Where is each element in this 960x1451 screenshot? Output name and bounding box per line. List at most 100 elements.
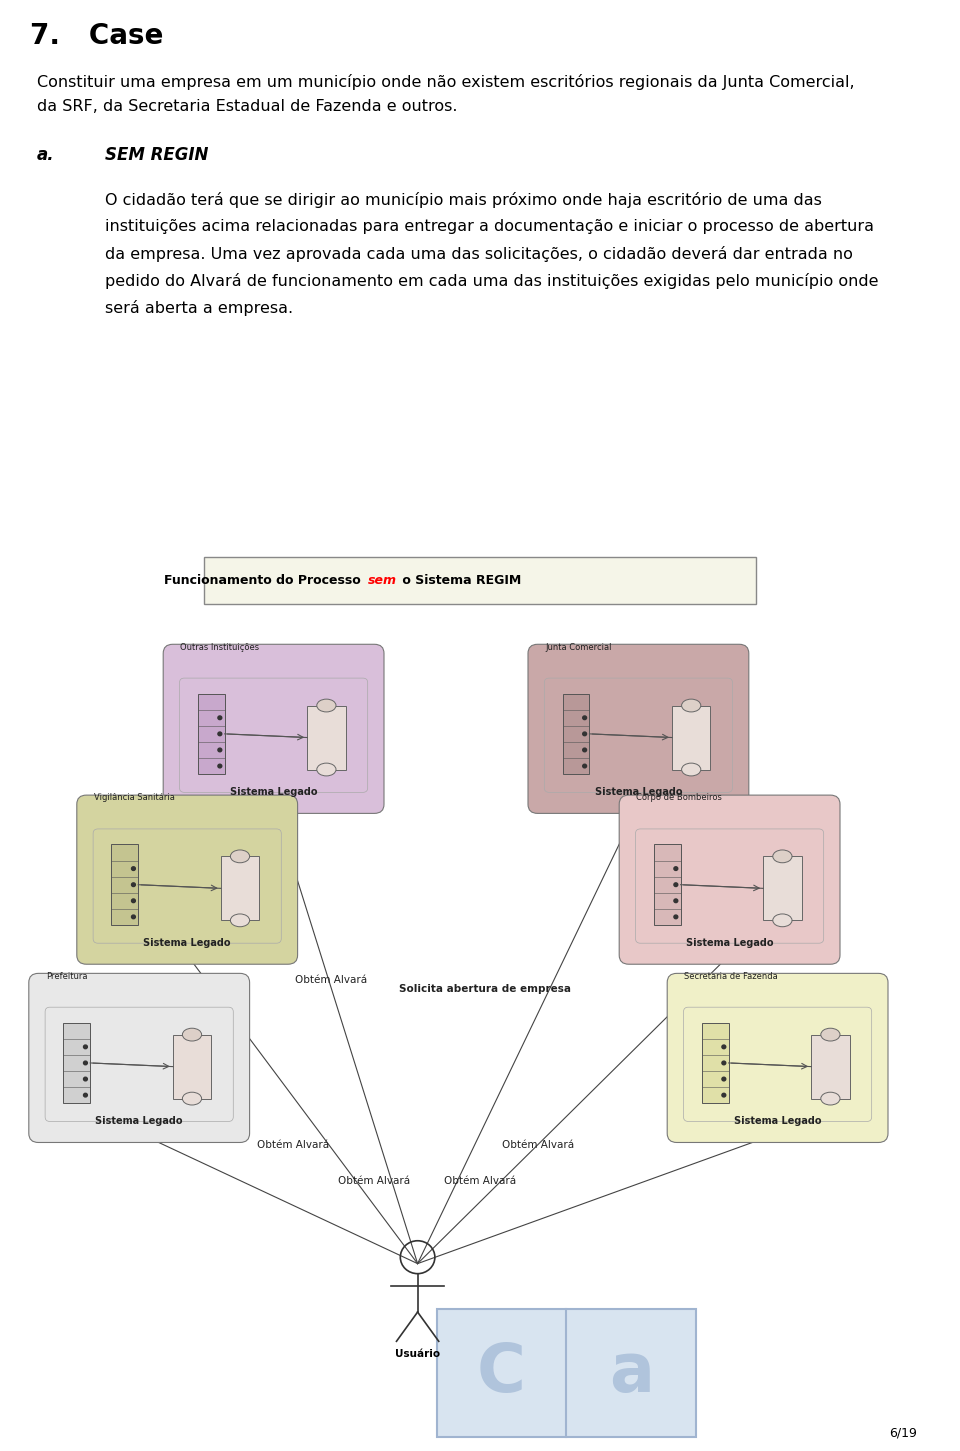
Circle shape bbox=[722, 1093, 726, 1097]
Circle shape bbox=[132, 866, 135, 871]
FancyBboxPatch shape bbox=[221, 856, 259, 920]
Circle shape bbox=[218, 765, 222, 768]
Text: Sistema Legado: Sistema Legado bbox=[143, 937, 231, 948]
Ellipse shape bbox=[182, 1029, 202, 1040]
Circle shape bbox=[218, 733, 222, 736]
FancyBboxPatch shape bbox=[29, 974, 250, 1142]
Circle shape bbox=[583, 733, 587, 736]
FancyBboxPatch shape bbox=[63, 1023, 90, 1103]
Ellipse shape bbox=[230, 914, 250, 927]
FancyBboxPatch shape bbox=[198, 694, 225, 773]
Text: Sistema Legado: Sistema Legado bbox=[229, 786, 318, 797]
Text: Obtém Alvará: Obtém Alvará bbox=[338, 1177, 411, 1187]
Text: Usuário: Usuário bbox=[395, 1348, 441, 1358]
Text: Obtém Alvará: Obtém Alvará bbox=[295, 975, 368, 985]
FancyBboxPatch shape bbox=[563, 694, 589, 773]
Ellipse shape bbox=[682, 763, 701, 776]
FancyBboxPatch shape bbox=[307, 705, 346, 769]
Text: Banco
Legado: Banco Legado bbox=[815, 1056, 846, 1077]
FancyBboxPatch shape bbox=[93, 829, 281, 943]
Text: a.: a. bbox=[37, 147, 55, 164]
Text: Banco
Legado: Banco Legado bbox=[311, 728, 342, 747]
Text: Secretaria de Fazenda: Secretaria de Fazenda bbox=[684, 972, 779, 981]
Text: Obtém Alvará: Obtém Alvará bbox=[256, 1140, 329, 1149]
FancyBboxPatch shape bbox=[619, 795, 840, 965]
Text: da SRF, da Secretaria Estadual de Fazenda e outros.: da SRF, da Secretaria Estadual de Fazend… bbox=[37, 99, 458, 113]
Text: O cidadão terá que se dirigir ao município mais próximo onde haja escritório de : O cidadão terá que se dirigir ao municíp… bbox=[105, 192, 822, 207]
Circle shape bbox=[84, 1077, 87, 1081]
Ellipse shape bbox=[317, 763, 336, 776]
FancyBboxPatch shape bbox=[636, 829, 824, 943]
Text: Sistema Legado: Sistema Legado bbox=[95, 1116, 183, 1126]
FancyBboxPatch shape bbox=[173, 1035, 211, 1098]
Text: da empresa. Uma vez aprovada cada uma das solicitações, o cidadão deverá dar ent: da empresa. Uma vez aprovada cada uma da… bbox=[105, 245, 852, 261]
Text: Vigilância Sanitária: Vigilância Sanitária bbox=[94, 794, 175, 802]
Circle shape bbox=[722, 1045, 726, 1049]
FancyBboxPatch shape bbox=[204, 557, 756, 604]
Text: Corpo de Bombeiros: Corpo de Bombeiros bbox=[636, 794, 722, 802]
FancyBboxPatch shape bbox=[528, 644, 749, 814]
Circle shape bbox=[583, 749, 587, 752]
Text: SEM REGIN: SEM REGIN bbox=[105, 147, 208, 164]
Circle shape bbox=[218, 749, 222, 752]
Circle shape bbox=[583, 765, 587, 768]
Text: Obtém Alvará: Obtém Alvará bbox=[501, 1140, 574, 1149]
Ellipse shape bbox=[182, 1093, 202, 1106]
FancyBboxPatch shape bbox=[654, 844, 681, 924]
FancyBboxPatch shape bbox=[437, 1309, 696, 1438]
Circle shape bbox=[674, 882, 678, 887]
Text: Banco
Legado: Banco Legado bbox=[177, 1056, 207, 1077]
Circle shape bbox=[132, 900, 135, 903]
FancyBboxPatch shape bbox=[667, 974, 888, 1142]
FancyBboxPatch shape bbox=[163, 644, 384, 814]
Text: instituições acima relacionadas para entregar a documentação e iniciar o process: instituições acima relacionadas para ent… bbox=[105, 219, 874, 234]
Circle shape bbox=[583, 715, 587, 720]
FancyBboxPatch shape bbox=[544, 678, 732, 792]
Ellipse shape bbox=[821, 1093, 840, 1106]
Text: Outras Instituições: Outras Instituições bbox=[180, 643, 259, 651]
Text: 7.   Case: 7. Case bbox=[30, 22, 163, 49]
Text: Funcionamento do Processo: Funcionamento do Processo bbox=[163, 573, 365, 586]
FancyBboxPatch shape bbox=[763, 856, 802, 920]
Text: Banco
Legado: Banco Legado bbox=[767, 879, 798, 898]
Text: Prefeitura: Prefeitura bbox=[46, 972, 87, 981]
Text: Sistema Legado: Sistema Legado bbox=[685, 937, 774, 948]
Circle shape bbox=[674, 900, 678, 903]
Circle shape bbox=[722, 1061, 726, 1065]
Circle shape bbox=[84, 1045, 87, 1049]
Text: 6/19: 6/19 bbox=[889, 1426, 917, 1439]
FancyBboxPatch shape bbox=[77, 795, 298, 965]
Text: Constituir uma empresa em um município onde não existem escritórios regionais da: Constituir uma empresa em um município o… bbox=[37, 74, 854, 90]
Text: Banco
Legado: Banco Legado bbox=[676, 728, 707, 747]
Text: sem: sem bbox=[368, 573, 396, 586]
Text: C: C bbox=[477, 1341, 526, 1406]
Ellipse shape bbox=[773, 850, 792, 863]
Circle shape bbox=[722, 1077, 726, 1081]
FancyBboxPatch shape bbox=[180, 678, 368, 792]
Circle shape bbox=[132, 916, 135, 918]
Text: Obtém Alvará: Obtém Alvará bbox=[444, 1177, 516, 1187]
Text: Banco
Legado: Banco Legado bbox=[225, 879, 255, 898]
FancyBboxPatch shape bbox=[45, 1007, 233, 1122]
Ellipse shape bbox=[682, 699, 701, 712]
Circle shape bbox=[132, 882, 135, 887]
Text: Junta Comercial: Junta Comercial bbox=[545, 643, 612, 651]
Circle shape bbox=[674, 866, 678, 871]
FancyBboxPatch shape bbox=[672, 705, 710, 769]
Text: o Sistema REGIM: o Sistema REGIM bbox=[398, 573, 521, 586]
FancyBboxPatch shape bbox=[684, 1007, 872, 1122]
Text: a: a bbox=[609, 1341, 654, 1406]
Ellipse shape bbox=[230, 850, 250, 863]
Text: Sistema Legado: Sistema Legado bbox=[594, 786, 683, 797]
Circle shape bbox=[674, 916, 678, 918]
FancyBboxPatch shape bbox=[811, 1035, 850, 1098]
Text: Solicita abertura de empresa: Solicita abertura de empresa bbox=[398, 984, 571, 994]
FancyBboxPatch shape bbox=[111, 844, 138, 924]
Circle shape bbox=[84, 1061, 87, 1065]
Ellipse shape bbox=[821, 1029, 840, 1040]
Text: Sistema Legado: Sistema Legado bbox=[733, 1116, 822, 1126]
FancyBboxPatch shape bbox=[702, 1023, 729, 1103]
Circle shape bbox=[218, 715, 222, 720]
Ellipse shape bbox=[773, 914, 792, 927]
Text: será aberta a empresa.: será aberta a empresa. bbox=[105, 300, 293, 316]
